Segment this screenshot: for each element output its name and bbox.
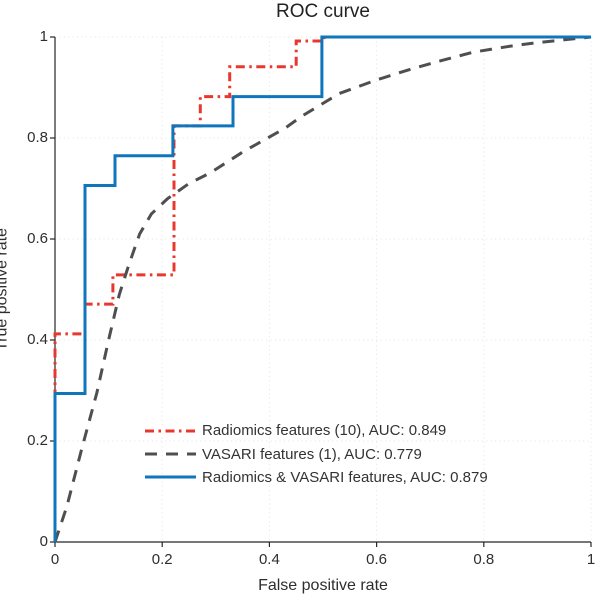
x-tick-label: 0 bbox=[50, 551, 60, 568]
legend-label-radiomics: Radiomics features (10), AUC: 0.849 bbox=[202, 422, 447, 440]
x-tick-label: 0.6 bbox=[366, 551, 388, 568]
legend-row-combined: Radiomics & VASARI features, AUC: 0.879 bbox=[144, 466, 564, 489]
y-tick-label: 1 bbox=[39, 28, 48, 45]
x-axis-label: False positive rate bbox=[258, 577, 388, 594]
chart-title: ROC curve bbox=[276, 1, 370, 22]
y-tick-label: 0.8 bbox=[27, 129, 48, 146]
legend-line-combined bbox=[145, 475, 196, 479]
series-vasari-line bbox=[53, 35, 592, 543]
grid-lines bbox=[55, 36, 592, 542]
legend-label-vasari: VASARI features (1), AUC: 0.779 bbox=[202, 445, 422, 463]
y-tick-label: 0.6 bbox=[27, 230, 48, 247]
y-tick-label: 0.4 bbox=[27, 331, 48, 348]
series-combined-line bbox=[53, 35, 591, 542]
x-tick-label: 0.2 bbox=[151, 551, 173, 568]
legend-label-combined: Radiomics & VASARI features, AUC: 0.879 bbox=[202, 468, 488, 486]
y-tick-label: 0.2 bbox=[27, 432, 48, 449]
legend: Radiomics features (10), AUC: 0.849 VASA… bbox=[144, 419, 564, 489]
x-tick-label: 0.8 bbox=[473, 551, 495, 568]
legend-row-radiomics: Radiomics features (10), AUC: 0.849 bbox=[144, 419, 564, 442]
x-tick-label: 0.4 bbox=[258, 551, 280, 568]
legend-row-vasari: VASARI features (1), AUC: 0.779 bbox=[144, 442, 564, 465]
x-tick-label: 1 bbox=[586, 551, 596, 568]
y-axis-label: True positive rate bbox=[0, 228, 11, 352]
legend-line-vasari bbox=[145, 452, 196, 456]
legend-line-radiomics bbox=[145, 429, 196, 433]
y-tick-label: 0 bbox=[39, 533, 48, 550]
roc-curves bbox=[53, 35, 592, 543]
